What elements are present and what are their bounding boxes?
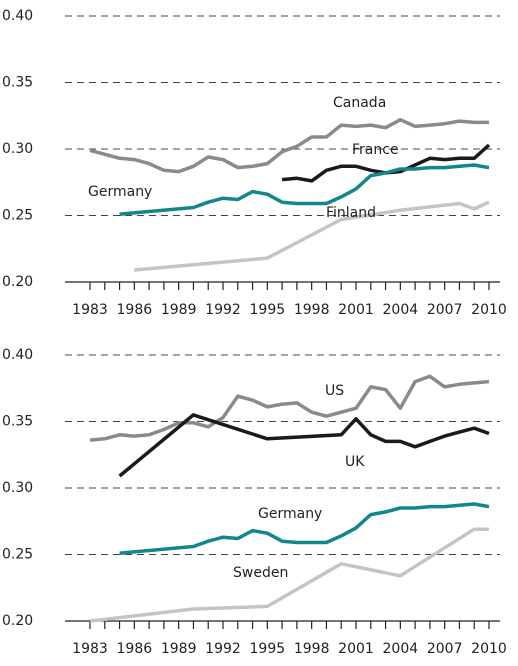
series-label: Germany: [88, 184, 152, 200]
x-tick-label: 2004: [383, 302, 419, 318]
series-line: [119, 163, 490, 216]
x-tick-label: 1998: [294, 302, 330, 318]
x-tick-label: 2010: [471, 302, 507, 318]
series-label: Germany: [258, 506, 322, 522]
x-tick-label: 2001: [338, 641, 374, 657]
x-tick-label: 1992: [205, 641, 241, 657]
series-label: Sweden: [233, 565, 288, 581]
y-tick-label: 0.25: [2, 547, 33, 563]
x-tick-label: 2004: [383, 641, 419, 657]
y-tick-label: 0.35: [2, 75, 33, 91]
x-tick-label: 2010: [471, 641, 507, 657]
x-tick-label: 1983: [72, 302, 108, 318]
series-label: Finland: [326, 205, 376, 221]
x-tick-label: 1998: [294, 641, 330, 657]
x-tick-label: 2001: [338, 302, 374, 318]
y-tick-label: 0.35: [2, 414, 33, 430]
x-tick-label: 1989: [161, 641, 197, 657]
series-label: UK: [345, 454, 365, 470]
series-line: [118, 413, 490, 478]
x-tick-label: 2007: [427, 302, 463, 318]
series-line: [89, 117, 489, 174]
series-label: US: [325, 383, 344, 399]
y-tick-label: 0.30: [2, 480, 33, 496]
series-label: France: [352, 142, 399, 158]
x-tick-label: 2007: [427, 641, 463, 657]
y-tick-label: 0.20: [2, 613, 33, 629]
series-line: [89, 374, 490, 442]
x-tick-label: 1986: [117, 641, 153, 657]
series-line: [89, 527, 489, 623]
y-tick-label: 0.30: [2, 141, 33, 157]
x-tick-label: 1992: [205, 302, 241, 318]
series-line: [119, 502, 490, 555]
x-tick-label: 1989: [161, 302, 197, 318]
y-tick-label: 0.25: [2, 208, 33, 224]
y-tick-label: 0.20: [2, 274, 33, 290]
y-tick-label: 0.40: [2, 8, 33, 24]
series-label: Canada: [333, 95, 386, 111]
x-tick-label: 1995: [250, 641, 286, 657]
series-line: [134, 200, 490, 272]
x-tick-label: 1995: [250, 302, 286, 318]
x-tick-label: 1983: [72, 641, 108, 657]
y-tick-label: 0.40: [2, 347, 33, 363]
x-tick-label: 1986: [117, 302, 153, 318]
